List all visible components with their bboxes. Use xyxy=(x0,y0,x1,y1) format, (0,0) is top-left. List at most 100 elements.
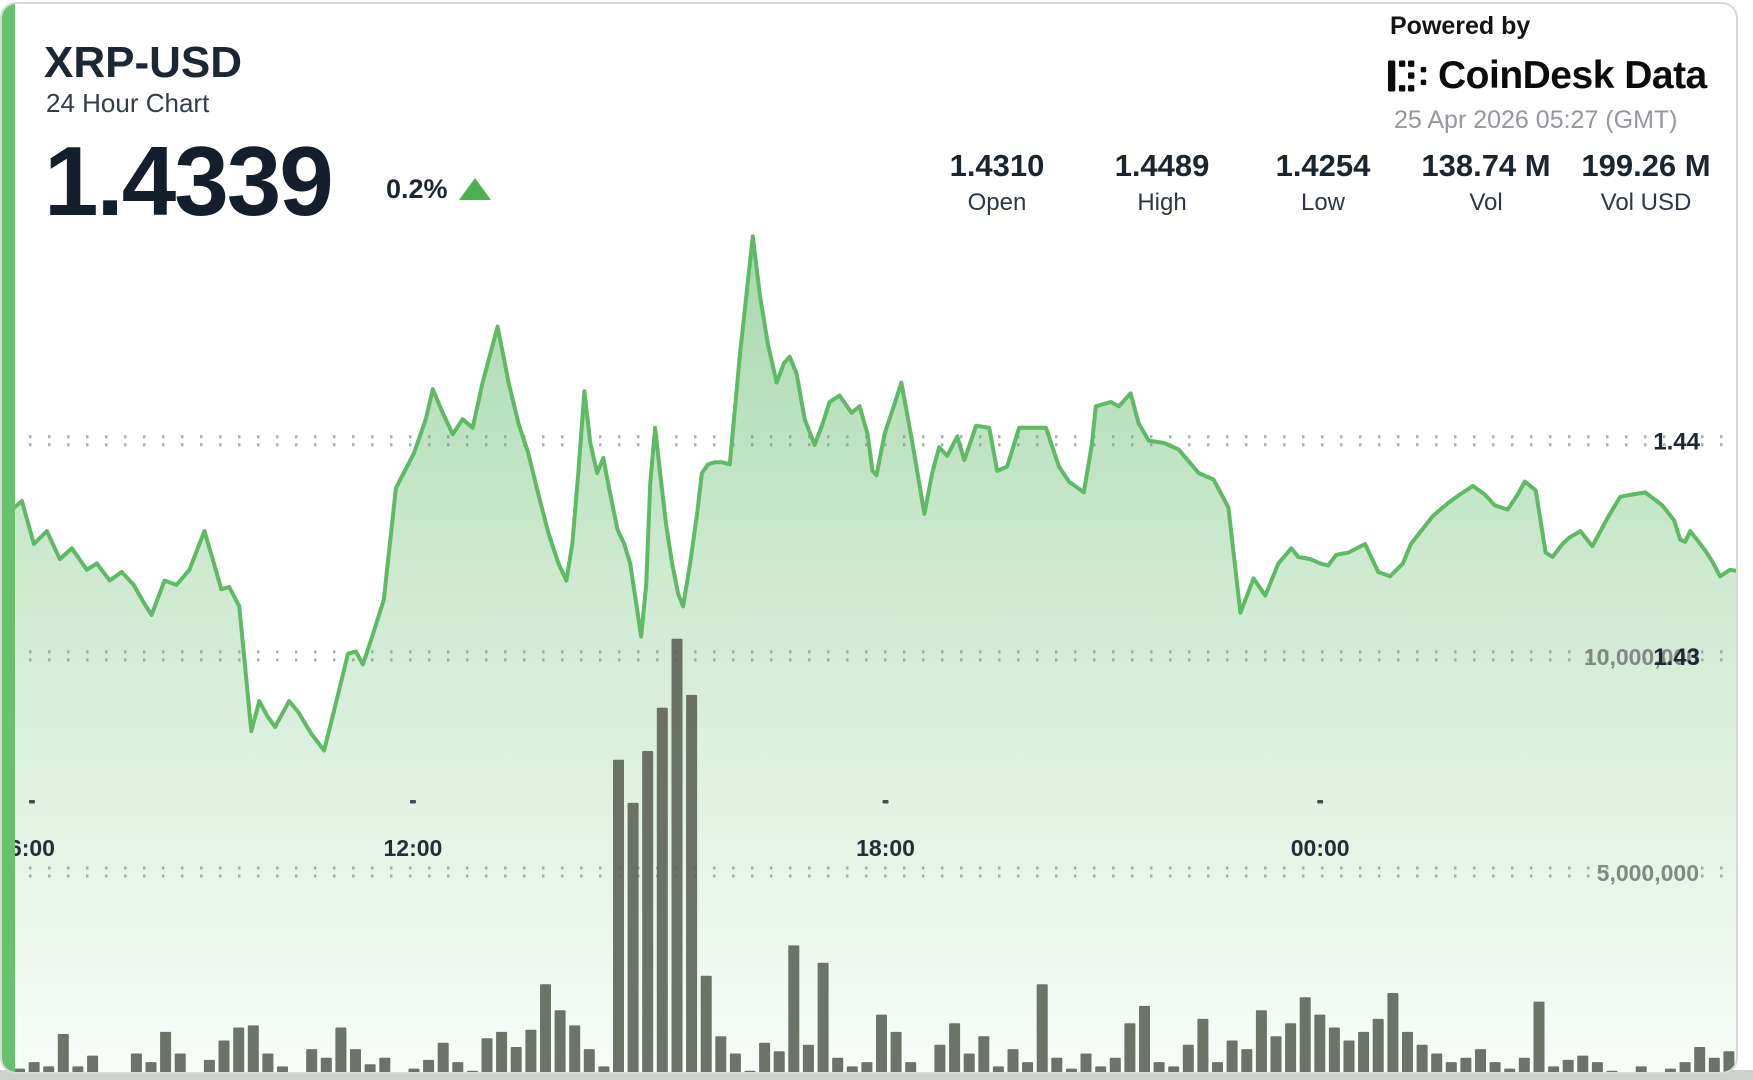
volume-bar xyxy=(525,1029,537,1072)
volume-bar xyxy=(1022,1062,1034,1072)
volume-bar xyxy=(247,1025,259,1072)
volume-bar xyxy=(1314,1014,1326,1072)
volume-bar xyxy=(14,1068,25,1072)
volume-bar xyxy=(72,1066,84,1072)
current-price: 1.4339 xyxy=(44,126,334,236)
volume-bar xyxy=(656,707,668,1072)
volume-bar xyxy=(1328,1027,1340,1072)
volume-bar xyxy=(1460,1057,1472,1072)
left-accent-bar xyxy=(2,4,15,1072)
volume-bar xyxy=(87,1055,99,1072)
volume-bar xyxy=(218,1040,230,1072)
coindesk-logo[interactable]: CoinDesk Data xyxy=(1388,54,1707,98)
volume-bar xyxy=(1358,1031,1370,1072)
stat-low-value: 1.4254 xyxy=(1275,148,1371,183)
price-line xyxy=(9,234,1736,753)
price-volume-chart[interactable]: 10,000,000 5,000,000 1.44 1.43 6:00 12:00 18:0… xyxy=(2,4,1738,1072)
volume-bar xyxy=(1723,1051,1735,1072)
volume-bar xyxy=(569,1025,581,1072)
volume-bar xyxy=(174,1053,186,1072)
volume-bar xyxy=(1095,1066,1107,1072)
x-axis-label: 6:00 xyxy=(9,835,55,861)
symbol-title: XRP-USD xyxy=(44,38,243,87)
x-axis-label: 12:00 xyxy=(384,835,443,861)
volume-bar xyxy=(1124,1023,1136,1072)
volume-bar xyxy=(992,1066,1004,1072)
volume-bar xyxy=(1036,984,1048,1072)
volume-bar xyxy=(1299,997,1311,1072)
volume-bar xyxy=(1635,1066,1647,1072)
volume-bar xyxy=(320,1057,332,1072)
volume-bar xyxy=(145,1062,157,1072)
x-axis-label: 18:00 xyxy=(856,835,915,861)
volume-bar xyxy=(554,1010,566,1072)
volume-bar xyxy=(1606,1070,1618,1072)
volume-bar xyxy=(233,1027,245,1072)
volume-bar xyxy=(963,1053,975,1072)
x-tick-mark xyxy=(882,800,889,804)
volume-bar xyxy=(802,1044,814,1072)
volume-bar xyxy=(700,975,712,1072)
stat-high: 1.4489 High xyxy=(1077,148,1247,217)
volume-bar xyxy=(1139,1005,1150,1072)
volume-bar xyxy=(744,1070,756,1072)
volume-bar xyxy=(1533,1001,1545,1072)
powered-by-label: Powered by xyxy=(1390,12,1531,40)
volume-bar xyxy=(540,984,551,1072)
volume-bar xyxy=(613,759,624,1072)
price-axis-label: 1.43 xyxy=(1653,644,1700,671)
volume-bar xyxy=(1431,1053,1443,1072)
volume-bar xyxy=(1197,1018,1209,1072)
coindesk-mark-icon xyxy=(1388,60,1427,92)
volume-bar xyxy=(1255,1010,1267,1072)
volume-bar xyxy=(861,1062,873,1072)
stat-low: 1.4254 Low xyxy=(1238,148,1408,217)
volume-bar xyxy=(43,1066,55,1072)
volume-bar xyxy=(437,1042,449,1072)
volume-bar xyxy=(57,1034,69,1072)
volume-bar xyxy=(1475,1049,1486,1072)
volume-bar xyxy=(262,1053,274,1072)
stat-vol-usd-value: 199.26 M xyxy=(1581,148,1711,183)
volume-bar xyxy=(1504,1068,1516,1072)
stat-vol: 138.74 M Vol xyxy=(1401,148,1571,217)
volume-bar xyxy=(335,1027,347,1072)
volume-bar xyxy=(1416,1044,1428,1072)
volume-bar xyxy=(28,1062,40,1072)
up-arrow-icon xyxy=(459,178,491,200)
volume-bar xyxy=(876,1014,887,1072)
volume-bar xyxy=(1562,1059,1574,1072)
volume-bar xyxy=(1664,1068,1676,1072)
volume-bar xyxy=(466,1070,478,1072)
volume-bar xyxy=(686,694,698,1072)
volume-axis-label: 5,000,000 xyxy=(1597,860,1699,886)
volume-bar xyxy=(598,1066,610,1072)
volume-bar xyxy=(671,638,683,1072)
volume-bar xyxy=(496,1031,508,1072)
volume-bar xyxy=(1270,1036,1282,1072)
volume-bar xyxy=(1694,1047,1706,1072)
volume-bar xyxy=(583,1049,595,1072)
chart-subtitle: 24 Hour Chart xyxy=(46,88,210,118)
volume-bar xyxy=(277,1066,288,1072)
volume-bar xyxy=(364,1064,376,1072)
volume-bar xyxy=(203,1059,215,1072)
coindesk-logo-text: CoinDesk Data xyxy=(1438,54,1707,97)
volume-bar xyxy=(1489,1062,1501,1072)
last-updated-timestamp: 25 Apr 2026 05:27 (GMT) xyxy=(1394,106,1678,134)
volume-bar xyxy=(759,1042,771,1072)
volume-bar xyxy=(350,1049,361,1072)
stat-open-label: Open xyxy=(967,189,1027,216)
volume-bar xyxy=(1577,1055,1589,1072)
volume-bar xyxy=(627,802,639,1072)
volume-bar xyxy=(306,1049,318,1072)
volume-bar xyxy=(1372,1018,1384,1072)
x-tick-mark xyxy=(1317,800,1324,804)
volume-bar xyxy=(1708,1057,1720,1072)
volume-bar xyxy=(1679,1062,1691,1072)
volume-bar xyxy=(1080,1053,1092,1072)
volume-bar xyxy=(1182,1044,1194,1072)
volume-bar xyxy=(130,1053,142,1072)
